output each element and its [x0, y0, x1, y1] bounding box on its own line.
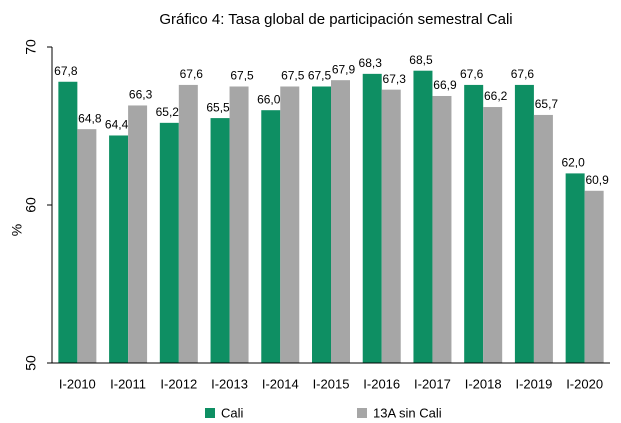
bar: [565, 173, 585, 363]
bar: [584, 190, 604, 363]
y-axis-label: %: [9, 224, 25, 236]
value-label: 66,9: [433, 78, 457, 92]
legend-label: 13A sin Cali: [373, 405, 442, 420]
x-tick-label: I-2014: [262, 376, 299, 391]
legend-swatch: [205, 408, 215, 418]
x-tick-label: I-2018: [465, 376, 502, 391]
bar: [58, 81, 78, 363]
x-tick-label: I-2012: [160, 376, 197, 391]
bar: [533, 114, 553, 363]
bar: [128, 105, 148, 364]
x-tick-label: I-2015: [313, 376, 350, 391]
x-tick-label: I-2016: [363, 376, 400, 391]
value-label: 62,0: [561, 156, 585, 170]
legend-swatch: [357, 408, 367, 418]
value-label: 64,4: [105, 118, 129, 132]
value-label: 68,5: [409, 53, 433, 67]
bar: [178, 84, 198, 364]
value-label: 67,9: [332, 62, 356, 76]
value-label: 60,9: [585, 173, 609, 187]
x-tick-label: I-2019: [515, 376, 552, 391]
bar: [413, 70, 433, 363]
y-tick-label: 70: [23, 39, 39, 55]
bar: [261, 110, 281, 363]
bar: [229, 86, 249, 363]
x-tick-label: I-2020: [566, 376, 603, 391]
y-tick-label: 50: [23, 355, 39, 371]
bar: [464, 84, 484, 364]
x-tick-label: I-2017: [414, 376, 451, 391]
value-label: 66,3: [129, 88, 153, 102]
value-label: 65,7: [535, 97, 559, 111]
value-label: 66,0: [257, 92, 281, 106]
value-label: 67,3: [383, 72, 407, 86]
bar: [280, 86, 300, 363]
y-tick-label: 60: [23, 197, 39, 213]
value-label: 67,6: [460, 67, 484, 81]
chart-title: Gráfico 4: Tasa global de participación …: [159, 11, 512, 28]
bar: [381, 89, 401, 363]
value-label: 65,2: [156, 105, 180, 119]
x-tick-label: I-2010: [59, 376, 96, 391]
value-label: 65,5: [206, 100, 230, 114]
bar: [109, 135, 129, 363]
bar: [159, 122, 179, 363]
value-label: 67,8: [54, 64, 78, 78]
bar: [77, 129, 97, 363]
bar: [331, 80, 350, 364]
value-label: 66,2: [484, 89, 508, 103]
value-label: 67,5: [230, 69, 254, 83]
x-tick-label: I-2011: [110, 376, 146, 391]
bar: [432, 95, 452, 363]
bar: [362, 73, 382, 364]
value-label: 64,8: [78, 111, 102, 125]
value-label: 67,5: [308, 69, 332, 83]
value-label: 67,5: [281, 69, 305, 83]
legend-label: Cali: [221, 405, 244, 420]
bar: [312, 86, 331, 363]
bar: [483, 107, 503, 363]
bar: [210, 118, 230, 363]
value-label: 67,6: [180, 67, 204, 81]
value-label: 68,3: [359, 56, 383, 70]
bar: [514, 84, 534, 364]
value-label: 67,6: [511, 67, 535, 81]
x-tick-label: I-2013: [211, 376, 248, 391]
